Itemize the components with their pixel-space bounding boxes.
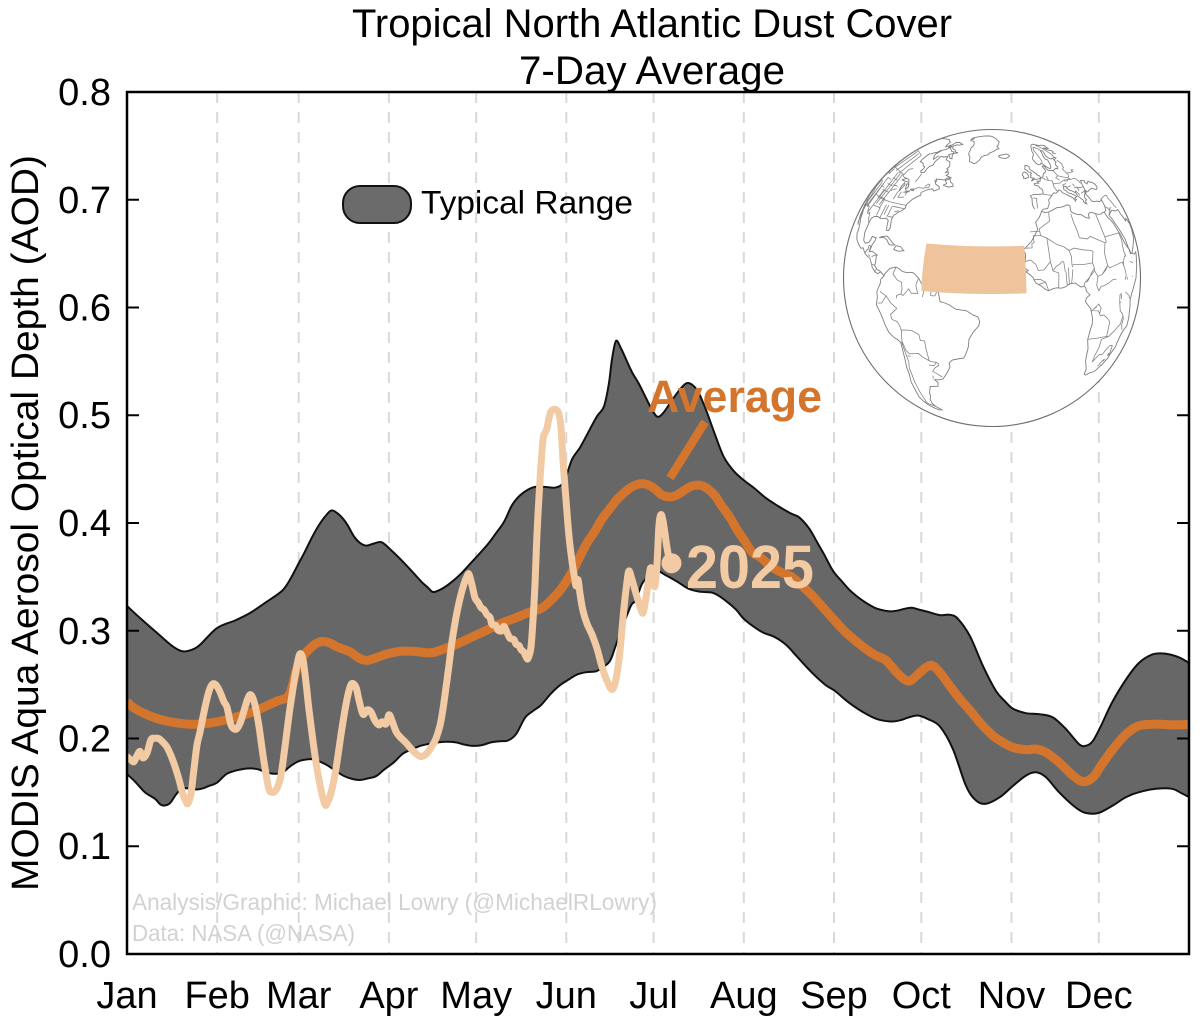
svg-text:Dec: Dec — [1065, 975, 1133, 1017]
svg-text:Data: NASA (@NASA): Data: NASA (@NASA) — [132, 920, 355, 946]
svg-text:Tropical North Atlantic Dust C: Tropical North Atlantic Dust Cover — [352, 2, 952, 46]
svg-text:0.8: 0.8 — [58, 72, 111, 114]
svg-text:Apr: Apr — [359, 975, 418, 1017]
svg-text:Analysis/Graphic: Michael Lowr: Analysis/Graphic: Michael Lowry (@Michae… — [132, 889, 657, 915]
svg-text:Sep: Sep — [800, 975, 868, 1017]
svg-text:Jun: Jun — [536, 975, 597, 1017]
svg-text:0.7: 0.7 — [58, 180, 111, 222]
svg-text:Average: Average — [647, 371, 822, 422]
svg-text:0.6: 0.6 — [58, 288, 111, 330]
svg-text:0.0: 0.0 — [58, 934, 111, 976]
svg-text:7-Day Average: 7-Day Average — [519, 49, 785, 93]
svg-text:0.5: 0.5 — [58, 395, 111, 437]
svg-text:2025: 2025 — [686, 533, 814, 601]
svg-text:Oct: Oct — [892, 975, 952, 1017]
svg-text:MODIS Aqua Aerosol Optical Dep: MODIS Aqua Aerosol Optical Depth (AOD) — [5, 155, 47, 891]
svg-text:May: May — [440, 975, 512, 1017]
svg-text:Aug: Aug — [710, 975, 778, 1017]
svg-text:0.2: 0.2 — [58, 719, 111, 761]
svg-text:0.4: 0.4 — [58, 503, 111, 545]
svg-text:Jul: Jul — [629, 975, 678, 1017]
svg-text:Typical Range: Typical Range — [421, 185, 633, 221]
svg-text:Feb: Feb — [184, 975, 249, 1017]
svg-text:0.3: 0.3 — [58, 611, 111, 653]
svg-text:0.1: 0.1 — [58, 826, 111, 868]
svg-text:Mar: Mar — [266, 975, 332, 1017]
svg-text:Jan: Jan — [96, 975, 157, 1017]
svg-text:Nov: Nov — [978, 975, 1046, 1017]
